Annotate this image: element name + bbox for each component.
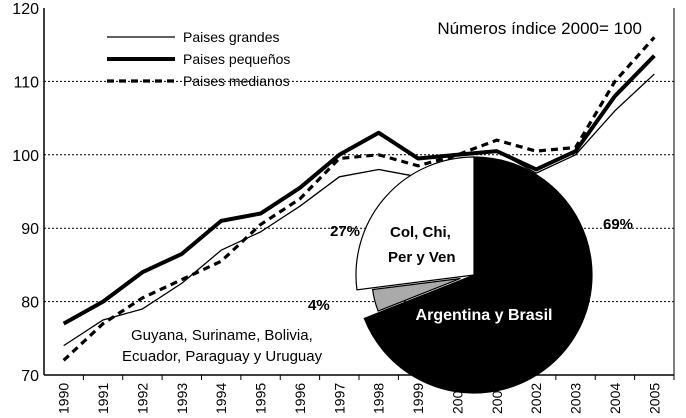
pie-pct-label: 4% <box>308 297 330 314</box>
x-tick-label: 1998 <box>371 383 387 414</box>
pie-pct-label: 69% <box>603 216 633 233</box>
x-tick-label: 1991 <box>95 383 111 414</box>
x-tick-label: 2002 <box>528 383 544 414</box>
series-lines <box>62 36 656 362</box>
pie-slice <box>371 277 461 312</box>
pie-slice <box>355 156 475 291</box>
axes <box>43 8 675 380</box>
pie-labels: Argentina y Brasil 69% Col, Chi, Per y Ven 2… <box>122 216 633 365</box>
y-tick-label: 100 <box>12 148 39 165</box>
y-tick-labels: 70 80 90 100 110 120 <box>12 1 39 385</box>
y-tick-label: 70 <box>21 368 39 385</box>
x-tick-label: 1993 <box>174 383 190 414</box>
x-tick-label: 2005 <box>646 383 662 414</box>
pie-chart <box>355 156 593 394</box>
legend-label: Paises medianos <box>183 73 290 89</box>
x-tick-labels: 1990 1991 1992 1993 1994 1995 1996 1997 1998 1999… <box>56 383 663 414</box>
y-tick-label: 80 <box>21 295 39 312</box>
x-tick-label: 1999 <box>410 383 426 414</box>
series-line-2 <box>62 54 656 326</box>
chart-annotation: Números índice 2000= 100 <box>437 19 642 38</box>
x-tick-label: 1997 <box>331 383 347 414</box>
x-tick-label: 1995 <box>253 383 269 414</box>
series-line-3 <box>62 36 656 362</box>
pie-slice <box>363 156 593 394</box>
y-tick-label: 110 <box>13 74 39 91</box>
x-tick-label: 1994 <box>213 383 229 414</box>
legend-label: Paises pequeños <box>183 51 290 67</box>
pie-slice-label: Guyana, Suriname, Bolivia, Ecuador, Parag… <box>122 327 323 365</box>
legend-label: Paises grandes <box>183 29 280 45</box>
x-tick-label: 1992 <box>134 383 150 414</box>
y-tick-label: 90 <box>21 221 39 238</box>
x-tick-label: 2003 <box>568 383 584 414</box>
pie-pct-label: 27% <box>330 223 360 240</box>
pie-slice-label: Col, Chi, Per y Ven <box>388 224 456 266</box>
x-tick-label: 2004 <box>607 383 623 414</box>
pie-slice-label: Argentina y Brasil <box>416 307 553 324</box>
x-tick-label: 1990 <box>56 383 72 414</box>
legend: Paises grandes Paises pequeños Paises medi… <box>107 29 290 89</box>
y-tick-label: 120 <box>12 1 39 18</box>
series-line-1 <box>63 73 655 347</box>
x-tick-label: 1996 <box>292 383 308 414</box>
